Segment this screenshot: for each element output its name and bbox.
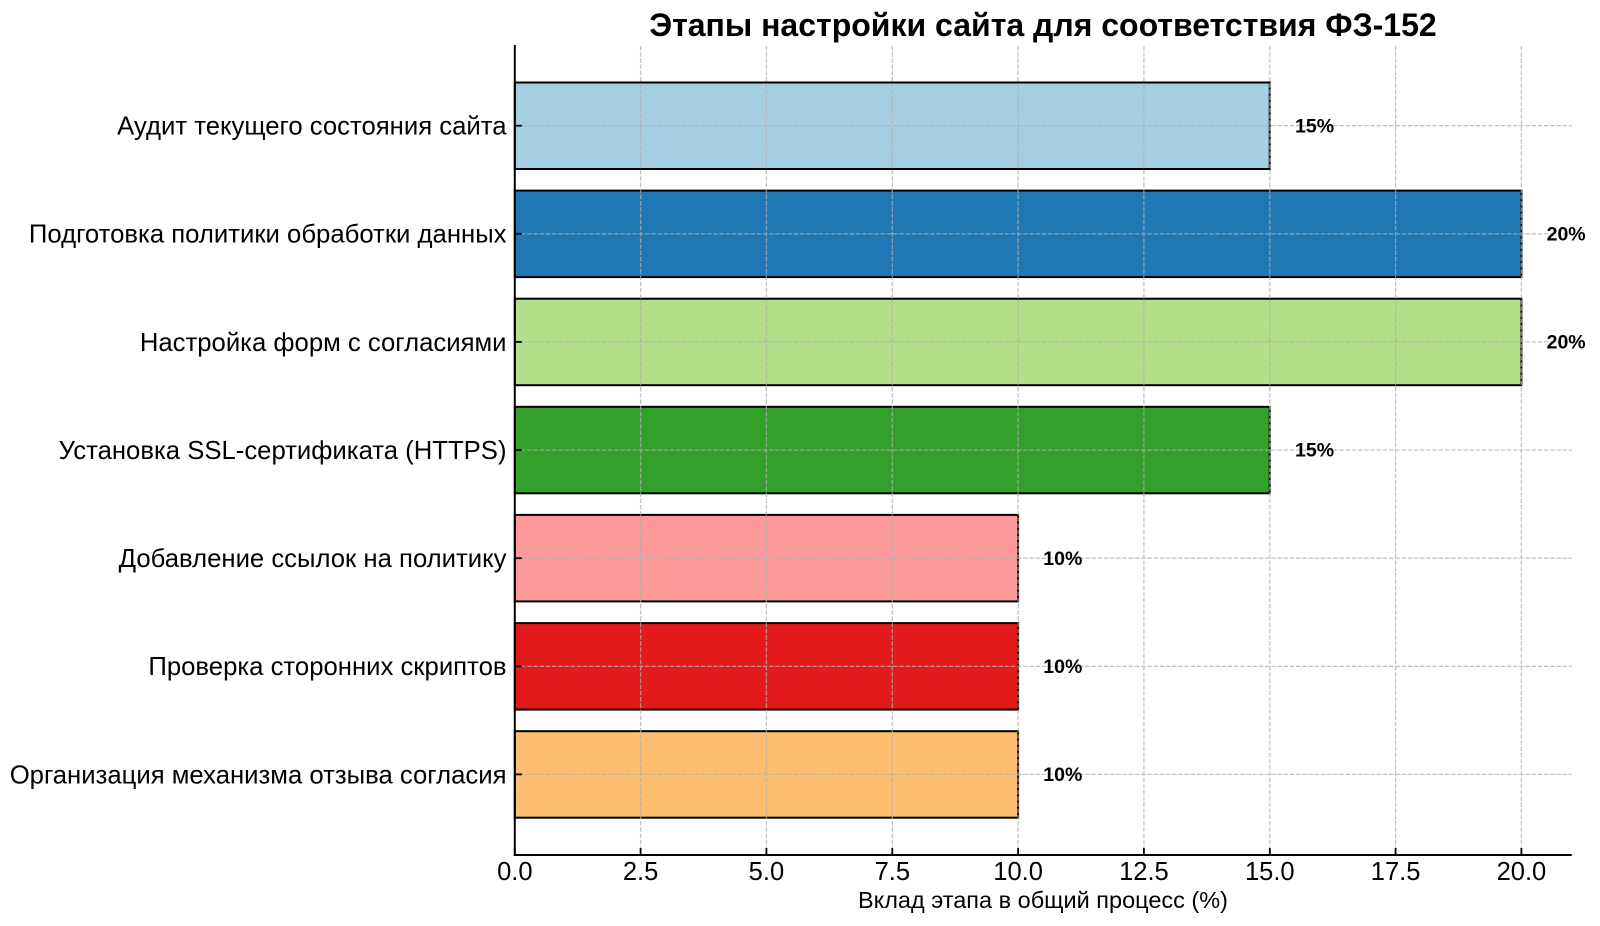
svg-text:10%: 10% bbox=[1043, 548, 1082, 570]
svg-text:15%: 15% bbox=[1295, 440, 1334, 462]
svg-text:Добавление ссылок на политику: Добавление ссылок на политику bbox=[119, 545, 507, 573]
svg-text:10%: 10% bbox=[1043, 656, 1082, 678]
svg-text:Вклад этапа в общий процесс (%: Вклад этапа в общий процесс (%) bbox=[858, 887, 1228, 913]
svg-text:5.0: 5.0 bbox=[749, 858, 784, 886]
svg-text:Организация механизма отзыва с: Организация механизма отзыва согласия bbox=[10, 761, 507, 789]
svg-text:Настройка форм с согласиями: Настройка форм с согласиями bbox=[140, 329, 507, 357]
svg-text:7.5: 7.5 bbox=[875, 858, 910, 886]
svg-text:15.0: 15.0 bbox=[1245, 858, 1295, 886]
svg-text:12.5: 12.5 bbox=[1119, 858, 1169, 886]
svg-text:10%: 10% bbox=[1043, 764, 1082, 786]
svg-text:2.5: 2.5 bbox=[623, 858, 658, 886]
svg-text:20%: 20% bbox=[1547, 223, 1586, 245]
svg-text:10.0: 10.0 bbox=[993, 858, 1043, 886]
svg-text:20%: 20% bbox=[1547, 332, 1586, 354]
svg-text:0.0: 0.0 bbox=[497, 858, 532, 886]
svg-text:Подготовка политики обработки: Подготовка политики обработки данных bbox=[29, 221, 507, 249]
svg-text:15%: 15% bbox=[1295, 115, 1334, 137]
svg-text:Установка SSL-сертификата (HTT: Установка SSL-сертификата (HTTPS) bbox=[59, 437, 507, 465]
svg-text:Аудит текущего состояния сайта: Аудит текущего состояния сайта bbox=[117, 113, 507, 141]
svg-text:20.0: 20.0 bbox=[1497, 858, 1547, 886]
svg-text:Этапы настройки сайта для соот: Этапы настройки сайта для соответствия Ф… bbox=[649, 7, 1436, 43]
svg-text:Проверка сторонних скриптов: Проверка сторонних скриптов bbox=[148, 653, 506, 681]
svg-text:17.5: 17.5 bbox=[1371, 858, 1421, 886]
